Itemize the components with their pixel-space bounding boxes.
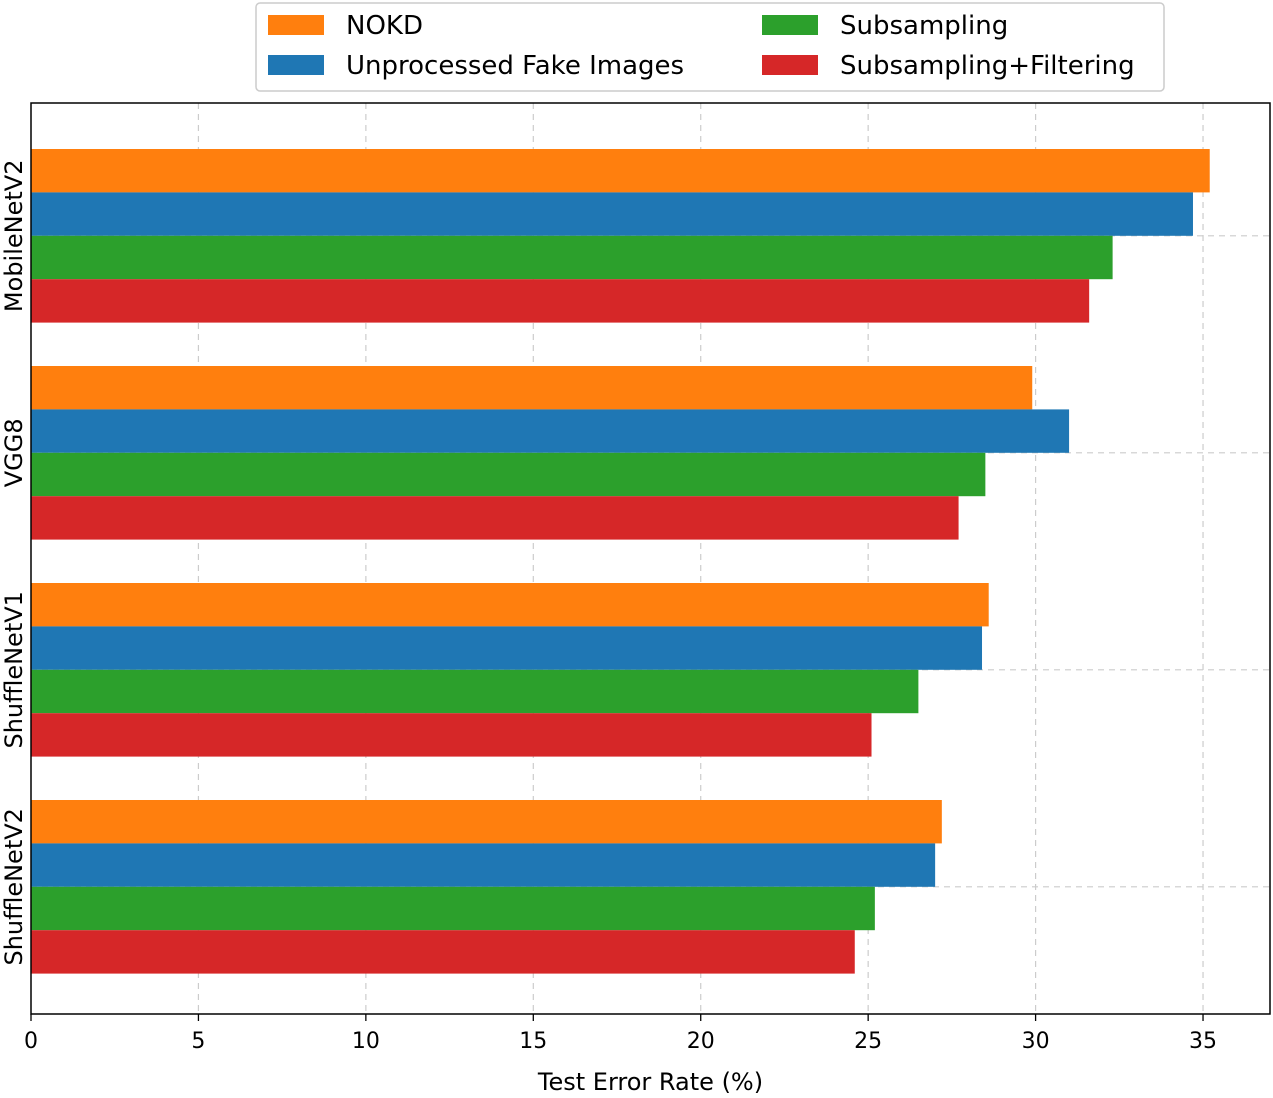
x-tick-label: 5 — [191, 1029, 205, 1054]
bar-vgg8-nokd — [31, 366, 1033, 410]
bar-vgg8-subsampling — [31, 452, 986, 497]
legend-label-subsampling: Subsampling — [840, 11, 1008, 41]
category-label: MobileNetV2 — [0, 160, 28, 313]
bar-shufflenetv2-subsampling — [31, 886, 875, 931]
legend-label-subsampling-filtering: Subsampling+Filtering — [840, 51, 1135, 81]
x-tick-label: 30 — [1022, 1029, 1050, 1054]
legend-label-unprocessed-fake-images: Unprocessed Fake Images — [346, 51, 684, 81]
x-tick-label: 25 — [854, 1029, 882, 1054]
bar-shufflenetv2-subsampling-filtering — [31, 930, 855, 974]
bar-mobilenetv2-unprocessed-fake-images — [31, 192, 1193, 236]
x-tick-label: 15 — [519, 1029, 547, 1054]
legend-swatch-unprocessed-fake-images — [268, 55, 324, 75]
bar-shufflenetv1-subsampling-filtering — [31, 713, 872, 757]
bar-vgg8-subsampling-filtering — [31, 496, 959, 540]
bar-shufflenetv2-nokd — [31, 800, 942, 844]
legend-swatch-subsampling — [762, 15, 818, 35]
y-axis-category-labels: MobileNetV2 VGG8 ShuffleNetV1 ShuffleNetV2 — [0, 160, 28, 966]
legend: NOKD Unprocessed Fake Images Subsampling Su… — [255, 2, 1165, 92]
category-label: ShuffleNetV2 — [0, 808, 28, 965]
legend-swatch-nokd — [268, 15, 324, 35]
x-axis-label: Test Error Rate (%) — [537, 1068, 763, 1096]
x-tick-label: 35 — [1189, 1029, 1217, 1054]
bar-mobilenetv2-subsampling-filtering — [31, 279, 1090, 323]
bar-vgg8-unprocessed-fake-images — [31, 409, 1070, 453]
legend-frame — [255, 2, 1165, 92]
x-tick-label: 10 — [352, 1029, 380, 1054]
legend-label-nokd: NOKD — [346, 11, 423, 41]
bar-shufflenetv1-nokd — [31, 583, 989, 627]
bar-shufflenetv1-subsampling — [31, 669, 919, 714]
bar-shufflenetv1-unprocessed-fake-images — [31, 626, 983, 670]
legend-swatch-subsampling-filtering — [762, 55, 818, 75]
category-label: VGG8 — [0, 418, 28, 487]
bar-mobilenetv2-subsampling — [31, 235, 1113, 280]
x-tick-label: 0 — [24, 1029, 38, 1054]
bar-shufflenetv2-unprocessed-fake-images — [31, 843, 936, 887]
x-tick-label: 20 — [687, 1029, 715, 1054]
category-label: ShuffleNetV1 — [0, 591, 28, 748]
x-axis-ticks: 0 5 10 15 20 25 30 35 — [24, 1014, 1217, 1054]
plot-frame — [30, 102, 1271, 1015]
bar-mobilenetv2-nokd — [31, 149, 1210, 193]
bars — [31, 149, 1210, 974]
